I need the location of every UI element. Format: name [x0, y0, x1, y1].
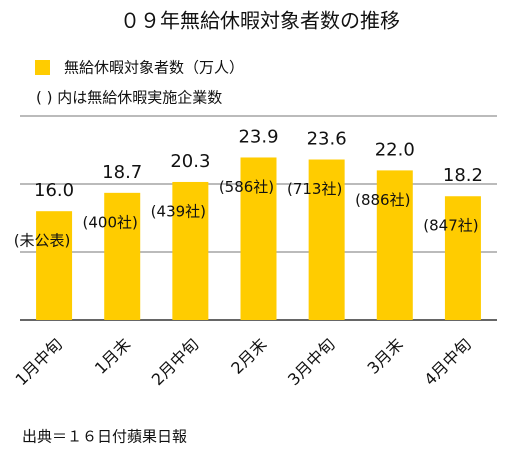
value-label: 23.9 [238, 126, 278, 147]
x-tick-label: 2月中旬 [148, 335, 203, 390]
x-tick-label: 3月末 [364, 335, 407, 378]
annotation: (886社) [355, 191, 410, 209]
bar [308, 159, 345, 320]
value-label: 18.2 [443, 165, 483, 186]
value-label: 20.3 [170, 151, 210, 172]
source: 出典＝１６日付蘋果日報 [22, 428, 187, 446]
value-label: 18.7 [102, 162, 142, 183]
x-tick-label: 3月中旬 [284, 335, 339, 390]
bar [444, 196, 481, 320]
annotation: (未公表) [14, 232, 71, 250]
legend-note: ( ) 内は無給休暇実施企業数 [36, 89, 222, 107]
bar [376, 170, 413, 320]
x-tick-label: 2月末 [227, 335, 270, 378]
annotation: (439社) [151, 202, 206, 220]
annotation: (400社) [83, 213, 138, 231]
bar [104, 192, 141, 320]
x-tick-label: 1月中旬 [12, 335, 67, 390]
bar [36, 211, 73, 320]
annotation: (713社) [287, 180, 342, 198]
annotation: (586社) [219, 178, 274, 196]
x-tick-label: 4月中旬 [420, 335, 475, 390]
legend-label: 無給休暇対象者数（万人） [64, 59, 244, 77]
value-label: 16.0 [34, 180, 74, 201]
x-tick-label: 1月末 [91, 335, 134, 378]
chart-title: ０９年無給休暇対象者数の推移 [120, 9, 400, 33]
bar [172, 181, 209, 320]
annotation: (847社) [423, 217, 478, 235]
legend-swatch [35, 60, 50, 75]
value-label: 22.0 [375, 139, 415, 160]
value-label: 23.6 [307, 129, 347, 150]
bar [240, 157, 277, 320]
